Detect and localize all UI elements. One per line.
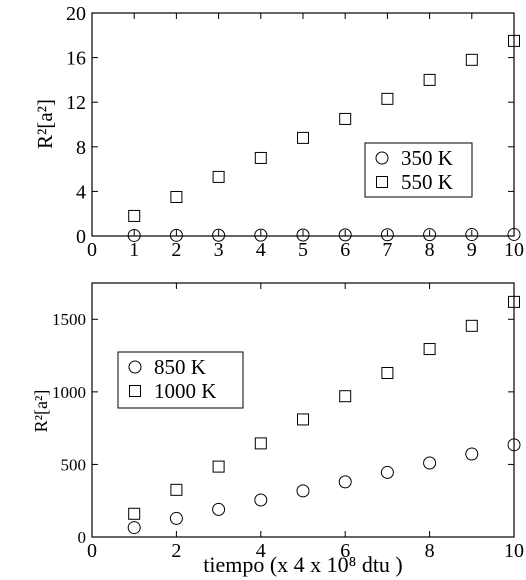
data-point	[254, 151, 267, 164]
y-tick-label: 500	[61, 455, 87, 474]
data-point	[254, 228, 268, 242]
data-point	[465, 53, 478, 66]
series-2	[128, 295, 520, 520]
x-tick-label: 10	[504, 540, 524, 562]
data-point	[508, 34, 520, 47]
x-tick-label: 7	[382, 239, 392, 261]
data-point	[296, 228, 310, 242]
plot-frame	[91, 12, 515, 237]
data-point	[127, 228, 141, 242]
data-point	[169, 228, 183, 242]
series-2	[128, 34, 520, 222]
data-point	[169, 511, 183, 525]
x-tick-label: 6	[340, 540, 350, 562]
data-point	[212, 502, 226, 516]
legend-marker	[376, 176, 388, 188]
data-point	[297, 131, 309, 144]
x-tick-label: 2	[171, 540, 181, 562]
data-point	[297, 413, 309, 426]
data-point	[254, 437, 267, 450]
y-tick-label: 16	[66, 48, 86, 70]
data-point	[127, 521, 141, 535]
data-point	[254, 493, 268, 507]
legend-marker	[128, 360, 142, 374]
y-tick-label: 12	[66, 92, 86, 114]
data-point	[338, 475, 352, 489]
data-point	[465, 447, 479, 461]
data-point	[423, 343, 436, 356]
x-tick-label: 0	[87, 239, 97, 261]
data-point	[170, 483, 183, 496]
data-point	[128, 209, 141, 222]
y-tick-label: 4	[76, 181, 86, 203]
x-tick-label: 1	[129, 239, 139, 261]
data-point	[212, 228, 226, 242]
legend-label: 850 K	[154, 355, 206, 379]
series-1	[127, 227, 521, 242]
y-tick-label: 1000	[52, 383, 86, 402]
legend-label: 550 K	[401, 170, 453, 194]
legend-box	[117, 351, 244, 409]
data-point	[212, 460, 225, 473]
x-tick-label: 8	[425, 540, 435, 562]
x-tick-label: 10	[504, 239, 524, 261]
data-point	[465, 228, 479, 242]
x-tick-label: 4	[256, 540, 266, 562]
x-tick-label: 8	[425, 239, 435, 261]
data-point	[212, 170, 225, 183]
data-point	[507, 227, 521, 241]
data-point	[381, 366, 394, 379]
x-tick-label: 9	[467, 239, 477, 261]
data-point	[381, 92, 394, 105]
y-tick-label: 0	[78, 528, 87, 547]
x-tick-label: 2	[171, 239, 181, 261]
data-point	[423, 73, 436, 86]
data-point	[507, 438, 521, 452]
y-axis-title: R²[a²]	[31, 390, 51, 433]
y-tick-label: 0	[76, 226, 86, 248]
x-tick-label: 5	[298, 239, 308, 261]
data-point	[296, 484, 310, 498]
legend-label: 1000 K	[154, 379, 216, 403]
y-tick-label: 1500	[52, 310, 86, 329]
legend-marker	[129, 385, 141, 397]
x-tick-label: 3	[214, 239, 224, 261]
data-point	[338, 228, 352, 242]
data-point	[339, 390, 352, 403]
y-axis-title: R²[a²]	[33, 99, 57, 149]
data-point	[465, 319, 478, 332]
data-point	[128, 507, 141, 520]
plot-frame	[91, 282, 515, 538]
data-point	[339, 112, 352, 125]
x-tick-label: 6	[340, 239, 350, 261]
chart-panel-2: 0 2 4 6 8 10 0 500 1000 1500 R²[a²] tiempo (x 4 x 1…	[31, 282, 524, 577]
data-point	[380, 228, 394, 242]
y-tick-label: 20	[66, 3, 86, 25]
data-point	[170, 190, 183, 203]
series-1	[127, 438, 521, 535]
data-point	[380, 465, 394, 479]
y-tick-label: 8	[76, 137, 86, 159]
data-point	[508, 295, 520, 308]
data-point	[423, 228, 437, 242]
legend-marker	[375, 151, 389, 165]
x-tick-label: 4	[256, 239, 266, 261]
legend-label: 350 K	[401, 146, 453, 170]
x-axis-title: tiempo (x 4 x 10⁸ dtu )	[203, 552, 403, 577]
data-point	[423, 456, 437, 470]
x-tick-label: 0	[87, 540, 97, 562]
